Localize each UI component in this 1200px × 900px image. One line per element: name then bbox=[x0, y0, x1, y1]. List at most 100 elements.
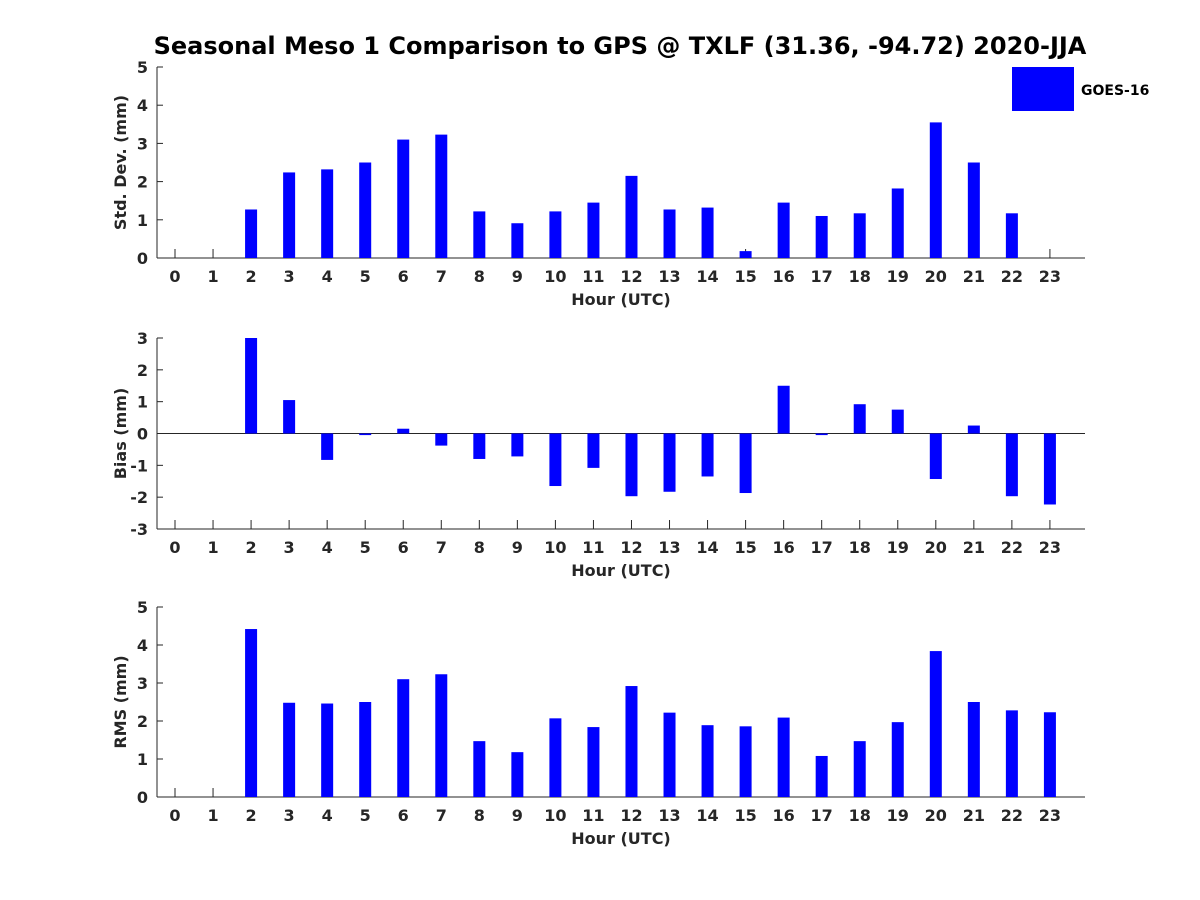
y-tick-label: 0 bbox=[137, 249, 148, 268]
x-tick-label: 23 bbox=[1039, 267, 1061, 286]
bar bbox=[1043, 433, 1056, 505]
x-tick-label: 19 bbox=[887, 267, 909, 286]
x-axis-label: Hour (UTC) bbox=[571, 829, 671, 848]
x-tick-label: 10 bbox=[544, 538, 566, 557]
bar bbox=[359, 433, 372, 436]
bar bbox=[701, 433, 714, 477]
bar bbox=[815, 215, 828, 258]
legend-label: GOES-16 bbox=[1081, 83, 1149, 99]
y-tick-label: 1 bbox=[137, 393, 148, 412]
x-tick-label: 22 bbox=[1001, 806, 1023, 825]
bar bbox=[321, 169, 334, 258]
x-tick-label: 20 bbox=[925, 806, 947, 825]
bar bbox=[359, 162, 372, 258]
y-tick-label: 0 bbox=[137, 788, 148, 807]
x-tick-label: 20 bbox=[925, 267, 947, 286]
x-tick-label: 0 bbox=[169, 806, 180, 825]
bar bbox=[1005, 213, 1018, 258]
y-tick-label: 3 bbox=[137, 134, 148, 153]
bar bbox=[397, 139, 410, 258]
x-tick-label: 4 bbox=[322, 538, 333, 557]
y-tick-label: -3 bbox=[130, 520, 148, 539]
bar bbox=[283, 702, 296, 797]
x-tick-label: 8 bbox=[474, 806, 485, 825]
x-tick-label: 14 bbox=[696, 806, 718, 825]
bar bbox=[435, 134, 448, 258]
bar bbox=[321, 703, 334, 797]
bar bbox=[587, 433, 600, 468]
x-tick-label: 8 bbox=[474, 267, 485, 286]
x-tick-label: 11 bbox=[582, 538, 604, 557]
bar bbox=[929, 433, 942, 480]
legend: GOES-16 bbox=[1012, 67, 1149, 111]
x-tick-label: 15 bbox=[734, 806, 756, 825]
x-tick-label: 23 bbox=[1039, 538, 1061, 557]
bar bbox=[473, 211, 486, 258]
bar bbox=[967, 162, 980, 258]
y-tick-label: 4 bbox=[137, 96, 148, 115]
bar bbox=[701, 207, 714, 258]
bar bbox=[625, 175, 638, 258]
y-tick-label: 1 bbox=[137, 211, 148, 230]
bar bbox=[777, 385, 790, 434]
x-tick-label: 14 bbox=[696, 538, 718, 557]
x-tick-label: 18 bbox=[849, 538, 871, 557]
x-tick-label: 12 bbox=[620, 538, 642, 557]
y-tick-label: 3 bbox=[137, 674, 148, 693]
x-tick-label: 3 bbox=[284, 267, 295, 286]
bar bbox=[587, 727, 600, 797]
bar bbox=[663, 712, 676, 797]
x-tick-label: 12 bbox=[620, 267, 642, 286]
x-tick-label: 3 bbox=[284, 538, 295, 557]
y-tick-label: 2 bbox=[137, 361, 148, 380]
bar bbox=[891, 722, 904, 797]
bar bbox=[663, 209, 676, 258]
x-tick-label: 19 bbox=[887, 538, 909, 557]
x-tick-label: 16 bbox=[773, 538, 795, 557]
bar bbox=[891, 409, 904, 434]
bar bbox=[777, 202, 790, 258]
x-axis-label: Hour (UTC) bbox=[571, 561, 671, 580]
bar bbox=[511, 433, 524, 457]
x-tick-label: 16 bbox=[773, 806, 795, 825]
x-tick-label: 13 bbox=[658, 267, 680, 286]
x-tick-label: 8 bbox=[474, 538, 485, 557]
bar bbox=[1043, 712, 1056, 797]
x-axis-label: Hour (UTC) bbox=[571, 290, 671, 309]
x-tick-label: 22 bbox=[1001, 267, 1023, 286]
x-tick-label: 19 bbox=[887, 806, 909, 825]
y-tick-label: 5 bbox=[137, 598, 148, 617]
y-tick-label: 1 bbox=[137, 750, 148, 769]
bar bbox=[701, 725, 714, 797]
bar bbox=[245, 629, 258, 797]
x-tick-label: 17 bbox=[811, 806, 833, 825]
x-tick-label: 23 bbox=[1039, 806, 1061, 825]
bar bbox=[245, 338, 258, 434]
bar bbox=[625, 686, 638, 797]
x-tick-label: 0 bbox=[169, 538, 180, 557]
bar bbox=[397, 679, 410, 797]
chart-title: Seasonal Meso 1 Comparison to GPS @ TXLF… bbox=[154, 32, 1087, 60]
x-tick-label: 3 bbox=[284, 806, 295, 825]
x-tick-label: 21 bbox=[963, 267, 985, 286]
bar bbox=[739, 251, 752, 258]
y-tick-label: 0 bbox=[137, 425, 148, 444]
bar bbox=[815, 433, 828, 436]
bar bbox=[853, 404, 866, 434]
y-axis-label: Std. Dev. (mm) bbox=[111, 95, 130, 230]
x-tick-label: 22 bbox=[1001, 538, 1023, 557]
bar bbox=[739, 726, 752, 797]
x-tick-label: 14 bbox=[696, 267, 718, 286]
y-tick-label: -2 bbox=[130, 488, 148, 507]
x-tick-label: 13 bbox=[658, 806, 680, 825]
bar bbox=[245, 209, 258, 258]
x-tick-label: 4 bbox=[322, 267, 333, 286]
bar bbox=[435, 433, 448, 446]
x-tick-label: 5 bbox=[360, 538, 371, 557]
bar bbox=[967, 702, 980, 797]
x-tick-label: 17 bbox=[811, 538, 833, 557]
y-axis-label: Bias (mm) bbox=[111, 388, 130, 480]
bar bbox=[511, 752, 524, 797]
x-tick-label: 16 bbox=[773, 267, 795, 286]
x-tick-label: 12 bbox=[620, 806, 642, 825]
